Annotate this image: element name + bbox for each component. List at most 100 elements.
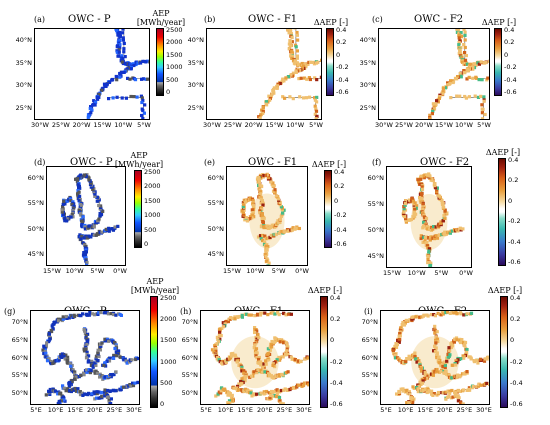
data-cell	[271, 181, 275, 185]
data-cell	[465, 348, 469, 352]
data-cell	[256, 312, 260, 316]
data-cell	[400, 323, 404, 327]
data-cell	[131, 381, 135, 385]
data-cell	[305, 381, 309, 385]
data-cell	[453, 76, 458, 81]
data-cell	[462, 356, 466, 360]
map-area	[226, 166, 308, 266]
panel-label: (i)	[364, 307, 373, 316]
data-cell	[426, 261, 430, 265]
data-cell	[261, 203, 265, 207]
data-cell	[467, 95, 471, 99]
data-cell	[241, 210, 245, 214]
data-cell	[431, 109, 435, 113]
map-area	[206, 28, 322, 120]
data-cell	[407, 390, 411, 394]
data-cell	[112, 389, 116, 393]
data-cell	[213, 344, 217, 348]
data-cell	[401, 320, 405, 325]
data-cell	[420, 192, 424, 196]
data-cell	[71, 368, 75, 372]
data-cell	[62, 201, 66, 205]
data-cell	[221, 321, 225, 325]
data-cell	[277, 313, 281, 317]
x-tick-label: 10°W	[455, 121, 473, 129]
data-cell	[95, 392, 99, 396]
colorbar-tick-label: 0	[334, 196, 339, 205]
data-cell	[92, 224, 96, 228]
data-cell	[431, 227, 435, 231]
data-cell	[122, 358, 126, 362]
data-cell	[439, 362, 443, 366]
data-cell	[444, 311, 448, 315]
colorbar	[320, 296, 328, 408]
data-cell	[435, 367, 439, 372]
data-cell	[471, 76, 475, 80]
colorbar-tick-label: -0.2	[330, 357, 343, 366]
data-cell	[97, 354, 101, 359]
data-cell	[289, 312, 293, 316]
data-cell	[460, 56, 464, 60]
data-cell	[268, 235, 272, 239]
data-cell	[245, 219, 250, 223]
data-cell	[264, 359, 268, 363]
colorbar-tick-label: -0.6	[504, 88, 517, 96]
data-cell	[436, 390, 441, 395]
data-cell	[401, 389, 405, 393]
data-cell	[81, 312, 85, 316]
data-cell	[297, 77, 301, 81]
data-cell	[258, 183, 262, 187]
data-cell	[439, 313, 443, 317]
data-cell	[91, 103, 95, 107]
data-cell	[434, 370, 438, 374]
data-cell	[448, 231, 452, 235]
data-cell	[62, 398, 66, 402]
y-tick-label: 55°N	[27, 199, 44, 208]
data-cell	[263, 173, 267, 177]
data-cell	[130, 358, 134, 362]
x-tick-label: 15°W	[383, 269, 401, 277]
data-cell	[240, 367, 244, 371]
data-cell	[220, 388, 224, 392]
data-cell	[274, 194, 278, 198]
data-cell	[136, 356, 139, 361]
map-canvas	[86, 29, 149, 119]
colorbar-tick-label: 2500	[144, 168, 161, 176]
x-tick-label: 30°W	[203, 121, 221, 129]
data-cell	[315, 95, 319, 99]
x-tick-label: 5°E	[380, 406, 392, 414]
x-tick-label: 25°W	[395, 121, 413, 129]
data-cell	[120, 31, 125, 35]
data-cell	[116, 224, 120, 228]
data-cell	[414, 315, 418, 319]
colorbar-tick-label: 0.2	[510, 315, 521, 324]
panel-title: OWC - F2	[420, 157, 470, 168]
data-cell	[448, 82, 452, 86]
data-cell	[458, 49, 462, 53]
data-cell	[256, 332, 260, 337]
data-cell	[85, 370, 89, 374]
data-cell	[432, 105, 436, 109]
data-cell	[115, 350, 119, 355]
data-cell	[87, 178, 91, 182]
y-tick-label: 45°N	[367, 252, 384, 260]
data-cell	[407, 354, 411, 358]
y-tick-label: 65°N	[181, 335, 198, 344]
data-cell	[281, 77, 285, 81]
map-canvas	[41, 311, 139, 404]
data-cell	[458, 33, 462, 37]
data-cell	[266, 176, 271, 180]
data-cell	[427, 172, 431, 176]
data-cell	[453, 337, 457, 341]
data-cell	[402, 361, 406, 365]
data-cell	[319, 75, 321, 79]
data-cell	[212, 350, 216, 354]
data-cell	[287, 47, 291, 51]
data-cell	[402, 210, 406, 214]
data-cell	[96, 359, 100, 363]
data-cell	[471, 67, 475, 71]
data-cell	[409, 217, 413, 222]
data-cell	[261, 238, 265, 242]
data-cell	[78, 390, 82, 394]
data-cell	[240, 369, 244, 373]
